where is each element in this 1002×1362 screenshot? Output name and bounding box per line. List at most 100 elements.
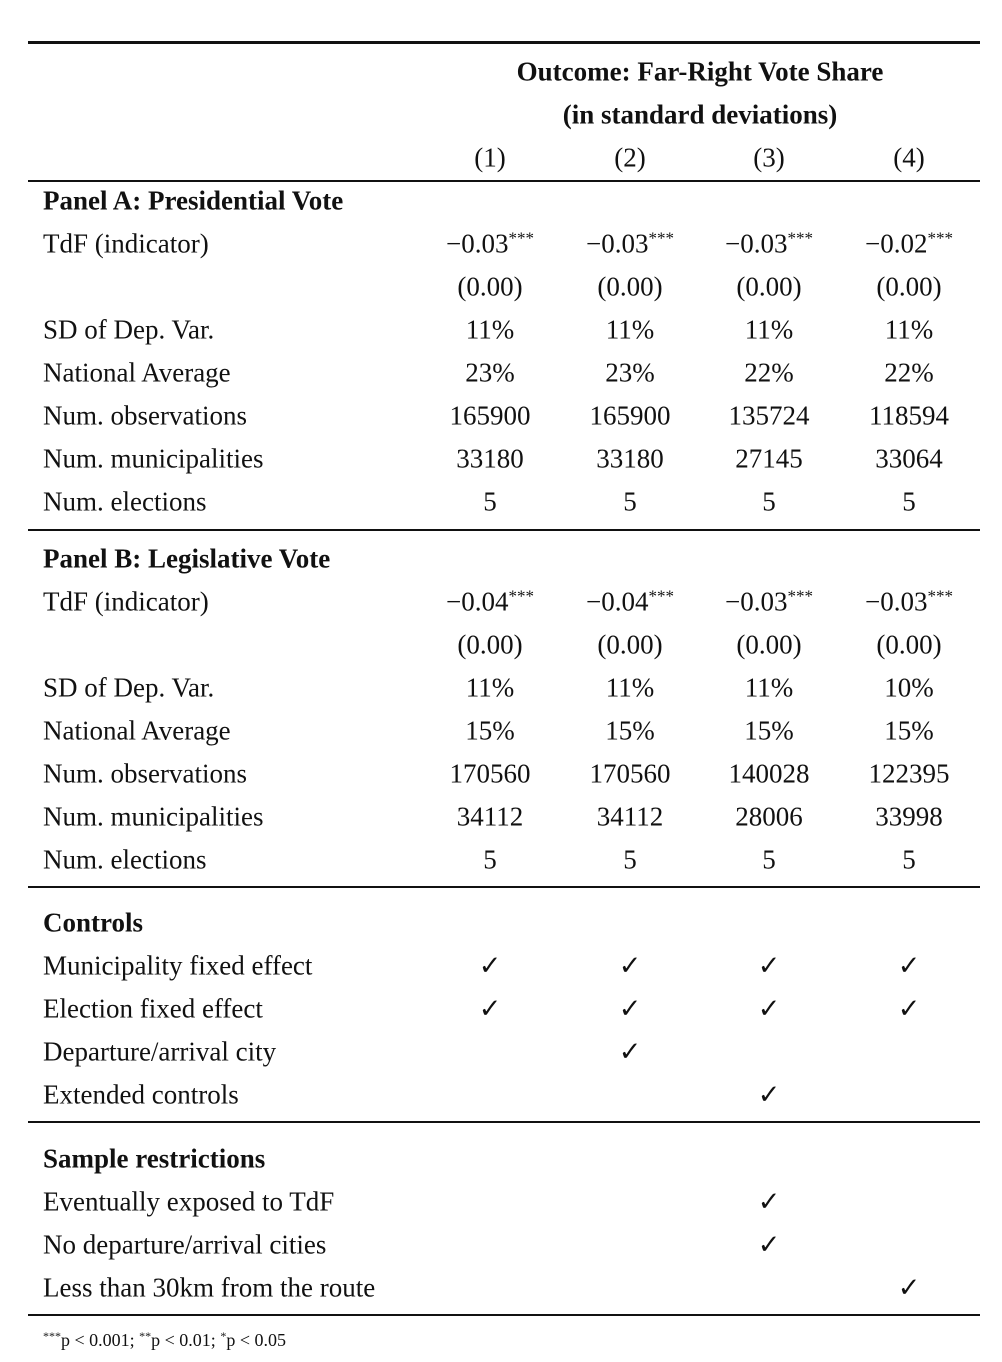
coefficient: −0.03*** [865, 586, 953, 617]
cell-value: 34112 [596, 801, 664, 832]
cell-value: 165900 [589, 400, 671, 431]
coef-value: −0.03 [725, 586, 788, 617]
column-label: (3) [753, 142, 785, 173]
cell-value: 11% [465, 672, 515, 703]
footnote-stars: *** [43, 1329, 61, 1343]
row-label: SD of Dep. Var. [43, 672, 215, 703]
row-label: Num. elections [43, 486, 207, 517]
checkmark: ✓ [897, 993, 921, 1024]
coef-value: −0.03 [865, 586, 928, 617]
cell-value: 33180 [456, 443, 524, 474]
cell-value: 27145 [735, 443, 803, 474]
row-label: National Average [43, 357, 231, 388]
cell-value: 10% [884, 672, 934, 703]
cell-value: 165900 [449, 400, 531, 431]
checkmark: ✓ [757, 950, 781, 981]
row-label: TdF (indicator) [43, 586, 209, 617]
cell-value: 135724 [728, 400, 810, 431]
cell-value: 11% [744, 314, 794, 345]
footnote-text: p < 0.05 [226, 1330, 286, 1350]
cell-value: 23% [605, 357, 655, 388]
cell-value: 5 [623, 486, 637, 517]
footnote: ***p < 0.001; **p < 0.01; *p < 0.05 [43, 1329, 286, 1350]
cell-value: 15% [465, 715, 515, 746]
coef-value: −0.03 [725, 228, 788, 259]
significance-stars: *** [508, 228, 534, 248]
coef-value: −0.02 [865, 228, 928, 259]
cell-value: (0.00) [597, 629, 663, 660]
cell-value: 11% [884, 314, 934, 345]
rule [28, 1121, 980, 1123]
cell-value: 23% [465, 357, 515, 388]
row-label: TdF (indicator) [43, 228, 209, 259]
cell-value: (0.00) [736, 271, 802, 302]
coefficient: −0.03*** [586, 228, 674, 259]
row-label: Less than 30km from the route [43, 1272, 376, 1303]
cell-value: 118594 [869, 400, 949, 431]
checkmark: ✓ [757, 1229, 781, 1260]
cell-value: 11% [744, 672, 794, 703]
cell-value: 11% [605, 314, 655, 345]
cell-value: 5 [762, 486, 776, 517]
cell-value: 33998 [875, 801, 943, 832]
footnote-stars: ** [139, 1329, 152, 1343]
cell-value: 28006 [735, 801, 803, 832]
cell-value: 170560 [589, 758, 671, 789]
cell-value: (0.00) [597, 271, 663, 302]
rule [28, 40, 980, 44]
coef-value: −0.03 [586, 228, 649, 259]
rule [28, 529, 980, 531]
cell-value: 5 [483, 844, 497, 875]
footnote-text: p < 0.01; [151, 1330, 216, 1350]
rule [28, 1313, 980, 1317]
row-label: Num. elections [43, 844, 207, 875]
checkmark: ✓ [897, 950, 921, 981]
cell-value: (0.00) [457, 271, 523, 302]
header-title: (in standard deviations) [562, 99, 838, 130]
cell-value: 5 [483, 486, 497, 517]
checkmark: ✓ [618, 993, 642, 1024]
significance-stars: *** [648, 586, 674, 606]
significance-stars: *** [927, 586, 953, 606]
cell-value: 5 [902, 486, 916, 517]
cell-value: 15% [605, 715, 655, 746]
coef-value: −0.04 [446, 586, 509, 617]
column-label: (1) [474, 142, 506, 173]
row-label: No departure/arrival cities [43, 1229, 327, 1260]
row-label: Extended controls [43, 1079, 239, 1110]
column-label: (4) [893, 142, 925, 173]
row-label: Election fixed effect [43, 993, 263, 1024]
cell-value: 5 [902, 844, 916, 875]
column-label: (2) [614, 142, 646, 173]
row-label: Eventually exposed to TdF [43, 1186, 335, 1217]
cell-value: 140028 [728, 758, 810, 789]
checkmark: ✓ [757, 1079, 781, 1110]
cell-value: 11% [465, 314, 515, 345]
checkmark: ✓ [478, 993, 502, 1024]
coefficient: −0.04*** [446, 586, 534, 617]
cell-value: 122395 [868, 758, 950, 789]
checkmark: ✓ [618, 950, 642, 981]
cell-value: 15% [744, 715, 794, 746]
coefficient: −0.04*** [586, 586, 674, 616]
coefficient: −0.03*** [446, 228, 534, 258]
footnote-text: p < 0.001; [61, 1330, 135, 1350]
footnote-stars: * [220, 1329, 227, 1343]
coefficient: −0.03*** [725, 586, 813, 617]
row-label: Departure/arrival city [43, 1036, 277, 1067]
checkmark: ✓ [618, 1036, 642, 1067]
section-title: Panel B: Legislative Vote [43, 543, 331, 574]
row-label: SD of Dep. Var. [43, 314, 215, 345]
significance-stars: *** [787, 586, 813, 606]
row-label: National Average [43, 715, 231, 746]
row-label: Num. municipalities [43, 443, 264, 474]
checkmark: ✓ [757, 1186, 781, 1217]
rule [28, 180, 980, 182]
cell-value: 33064 [875, 443, 943, 474]
cell-value: 22% [744, 357, 794, 388]
cell-value: 5 [623, 844, 637, 875]
cell-value: 33180 [596, 443, 664, 474]
cell-value: 22% [884, 357, 934, 388]
cell-value: 34112 [456, 801, 524, 832]
